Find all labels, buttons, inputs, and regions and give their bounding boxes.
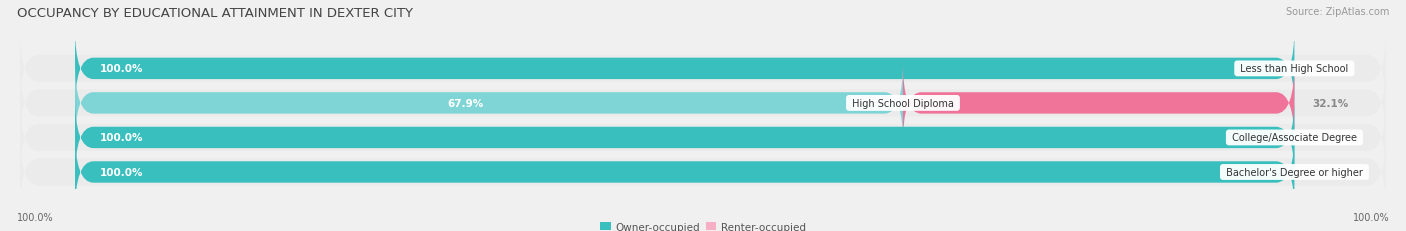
FancyBboxPatch shape (75, 131, 1295, 213)
Text: Less than High School: Less than High School (1237, 64, 1351, 74)
Text: 100.0%: 100.0% (17, 212, 53, 222)
Text: 100.0%: 100.0% (100, 167, 143, 177)
FancyBboxPatch shape (75, 28, 1295, 110)
Text: 0.0%: 0.0% (1313, 133, 1341, 143)
FancyBboxPatch shape (75, 63, 903, 144)
Text: High School Diploma: High School Diploma (849, 98, 957, 108)
FancyBboxPatch shape (20, 31, 1386, 107)
Text: 100.0%: 100.0% (1353, 212, 1389, 222)
Text: Source: ZipAtlas.com: Source: ZipAtlas.com (1285, 7, 1389, 17)
FancyBboxPatch shape (903, 63, 1295, 144)
Text: 32.1%: 32.1% (1313, 98, 1348, 108)
Text: Bachelor's Degree or higher: Bachelor's Degree or higher (1223, 167, 1365, 177)
Text: OCCUPANCY BY EDUCATIONAL ATTAINMENT IN DEXTER CITY: OCCUPANCY BY EDUCATIONAL ATTAINMENT IN D… (17, 7, 413, 20)
Text: 0.0%: 0.0% (1313, 64, 1341, 74)
FancyBboxPatch shape (20, 134, 1386, 210)
Text: College/Associate Degree: College/Associate Degree (1229, 133, 1360, 143)
Text: 0.0%: 0.0% (1313, 167, 1341, 177)
Text: 100.0%: 100.0% (100, 64, 143, 74)
Legend: Owner-occupied, Renter-occupied: Owner-occupied, Renter-occupied (600, 222, 806, 231)
FancyBboxPatch shape (20, 100, 1386, 176)
FancyBboxPatch shape (75, 97, 1295, 179)
FancyBboxPatch shape (20, 65, 1386, 142)
Text: 67.9%: 67.9% (447, 98, 484, 108)
Text: 100.0%: 100.0% (100, 133, 143, 143)
